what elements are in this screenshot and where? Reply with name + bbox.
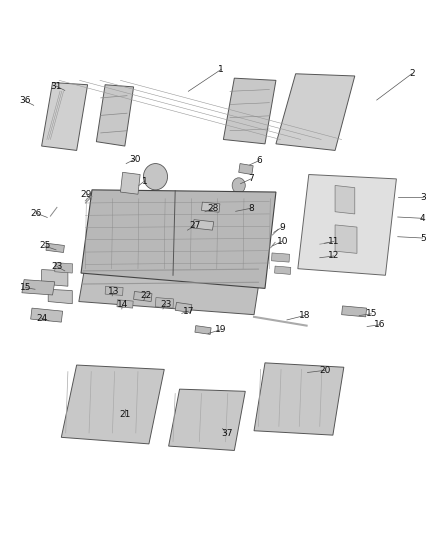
Text: 36: 36 [19,96,31,106]
Text: 20: 20 [319,366,331,375]
Text: 31: 31 [50,82,62,91]
Text: 29: 29 [81,190,92,199]
Polygon shape [55,263,73,273]
Polygon shape [275,266,291,274]
Polygon shape [223,78,276,144]
Polygon shape [79,251,263,314]
Polygon shape [48,289,72,304]
Text: 13: 13 [108,287,120,296]
Polygon shape [117,300,133,308]
Polygon shape [61,365,164,444]
Ellipse shape [232,178,245,193]
Text: 1: 1 [141,176,148,185]
Polygon shape [96,85,134,146]
Text: 30: 30 [129,155,141,164]
Ellipse shape [379,194,389,204]
Text: 5: 5 [420,233,426,243]
Text: 16: 16 [374,320,386,329]
Polygon shape [134,292,152,302]
Polygon shape [42,270,68,286]
Ellipse shape [143,164,167,190]
Text: 10: 10 [277,237,288,246]
Text: 15: 15 [20,283,31,292]
Text: 23: 23 [51,262,63,271]
Text: 15: 15 [366,309,377,318]
Text: 7: 7 [248,174,254,183]
Text: 18: 18 [299,311,310,320]
Polygon shape [169,389,245,450]
Text: 4: 4 [420,214,425,223]
Text: 24: 24 [36,314,47,322]
Text: 6: 6 [256,156,262,165]
Text: 26: 26 [30,208,42,217]
Text: 12: 12 [328,252,339,261]
Polygon shape [195,326,211,334]
Text: 11: 11 [328,237,339,246]
Text: 27: 27 [189,221,201,230]
Polygon shape [276,74,355,150]
Ellipse shape [229,207,240,218]
Polygon shape [193,220,214,230]
Polygon shape [201,202,220,212]
Polygon shape [22,280,55,295]
Ellipse shape [239,110,247,120]
Polygon shape [272,253,290,262]
Polygon shape [254,363,344,435]
Text: 14: 14 [117,300,128,309]
Polygon shape [105,286,123,295]
Text: 37: 37 [221,429,233,438]
Polygon shape [335,225,357,253]
Text: 21: 21 [119,410,131,419]
Polygon shape [31,308,63,322]
Text: 25: 25 [39,241,50,251]
Text: 22: 22 [140,291,152,300]
Text: 19: 19 [215,325,227,334]
Ellipse shape [312,255,317,260]
Polygon shape [239,164,253,174]
Polygon shape [175,302,192,312]
Polygon shape [120,172,140,194]
Polygon shape [42,83,88,150]
Polygon shape [298,174,396,275]
Text: 1: 1 [218,65,224,74]
Text: 8: 8 [248,204,254,213]
Text: 17: 17 [183,306,194,316]
Polygon shape [335,185,355,214]
Ellipse shape [379,212,389,222]
Polygon shape [342,306,367,317]
Text: 9: 9 [279,223,286,231]
Text: 23: 23 [160,300,171,309]
Polygon shape [155,297,173,308]
Text: 2: 2 [409,69,414,78]
Text: 3: 3 [420,193,426,202]
Polygon shape [81,190,276,288]
Polygon shape [46,243,64,253]
Text: 28: 28 [208,204,219,213]
